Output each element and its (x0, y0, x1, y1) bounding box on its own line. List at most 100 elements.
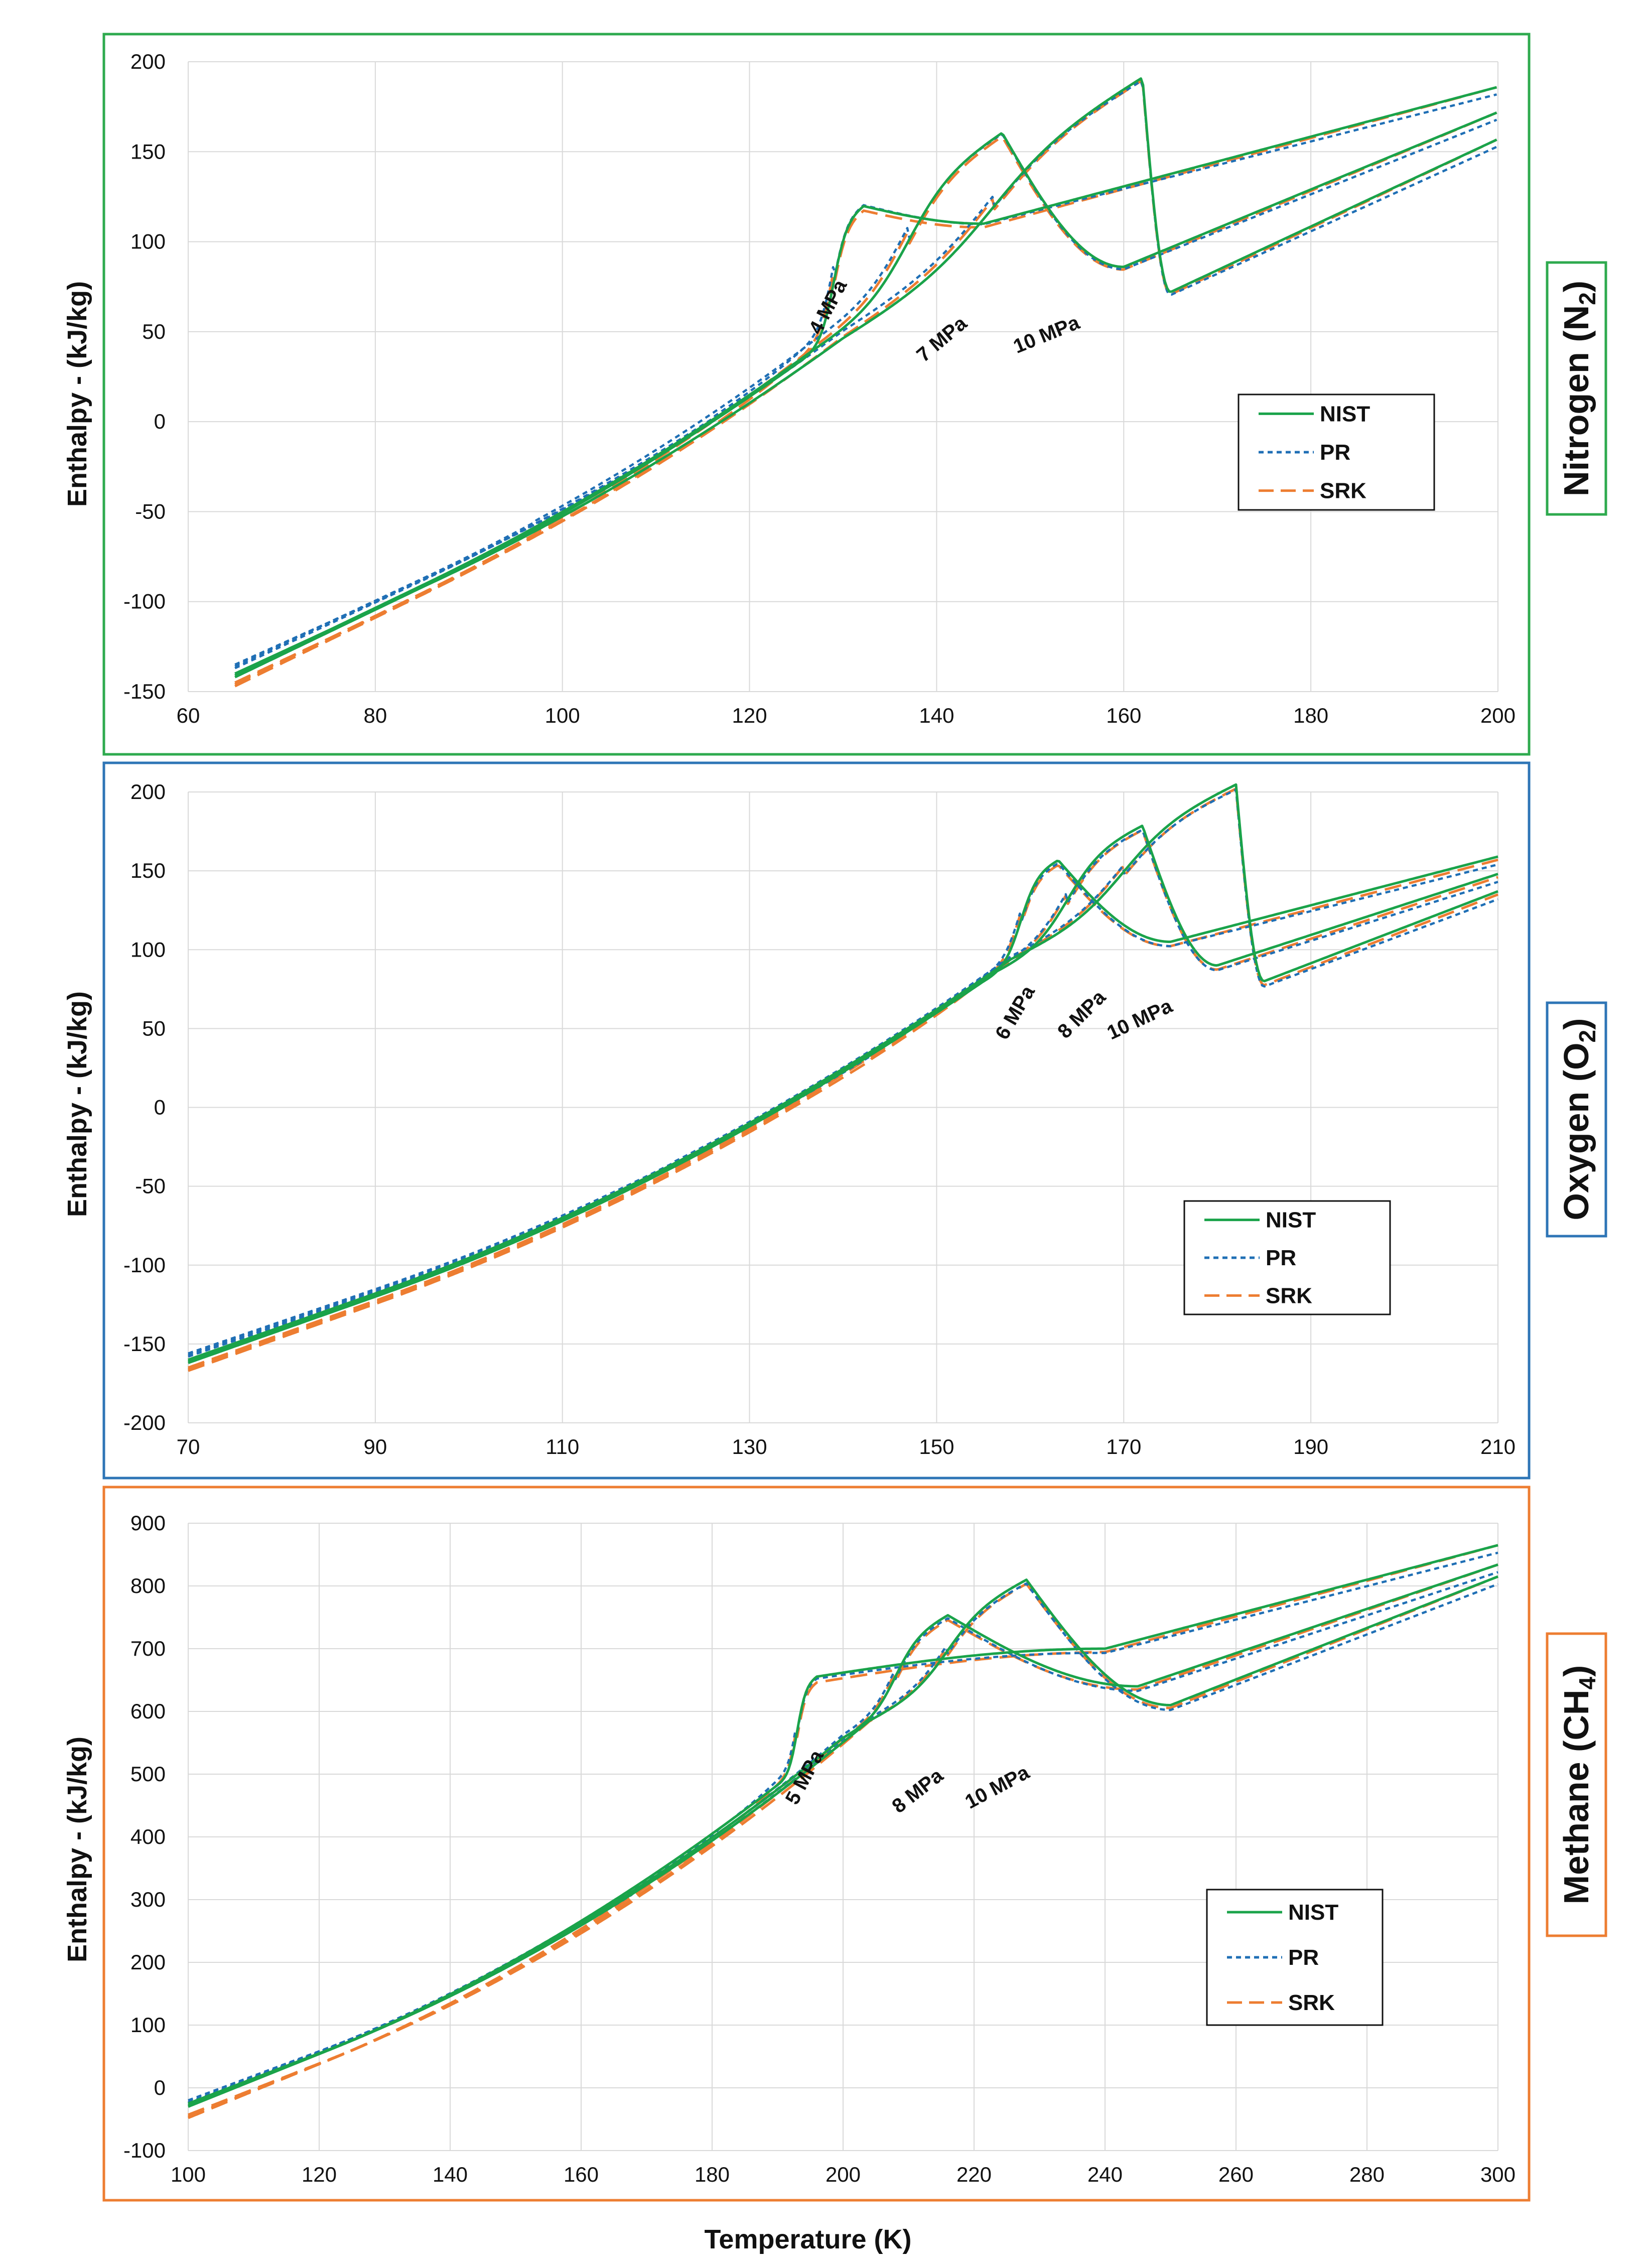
methane-y-tick-label: 900 (130, 1511, 166, 1535)
oxygen-frame (102, 761, 1531, 1480)
nitrogen-y-tick-label: 200 (130, 50, 166, 73)
oxygen-y-tick-label: -50 (135, 1174, 166, 1198)
nitrogen-x-ticks: 60 80 100 120 140 160 180 200 (177, 704, 1516, 727)
oxygen-nist-curve-6mpa (188, 855, 1498, 1364)
methane-y-tick-label: 0 (154, 2076, 166, 2099)
nitrogen-y-ticks: 200 150 100 50 0 -50 -100 -150 (123, 50, 166, 703)
nitrogen-srk-curve-10mpa (234, 80, 1497, 684)
oxygen-nist-curve-10mpa (188, 783, 1498, 1361)
oxygen-gas-label-box: Oxygen (O2) (1546, 1001, 1607, 1238)
methane-x-tick-label: 220 (956, 2163, 992, 2186)
oxygen-grid (188, 791, 1498, 1423)
oxygen-y-tick-label: 150 (130, 859, 166, 882)
methane-x-tick-label: 100 (171, 2163, 206, 2186)
oxygen-srk-curve-6mpa (188, 858, 1498, 1372)
nitrogen-y-tick-label: 0 (154, 410, 166, 433)
oxygen-y-ticks: 200 150 100 50 0 -50 -100 -150 -200 (123, 780, 166, 1434)
methane-y-axis-title: Enthalpy - (kJ/kg) (62, 1737, 92, 1962)
nitrogen-x-tick-label: 140 (919, 704, 954, 727)
oxygen-y-tick-label: -100 (123, 1253, 166, 1277)
methane-y-tick-label: 300 (130, 1888, 166, 1911)
oxygen-x-tick-label: 130 (732, 1435, 767, 1458)
methane-pr-curve-10mpa (188, 1582, 1498, 2102)
oxygen-legend-label-srk: SRK (1266, 1283, 1312, 1308)
oxygen-gas-label: Oxygen (O2) (1557, 1018, 1600, 1221)
nitrogen-y-tick-label: 50 (142, 320, 166, 343)
methane-y-tick-label: -100 (123, 2139, 166, 2162)
methane-nist-curve-10mpa (188, 1575, 1498, 2105)
nitrogen-pr-curve-10mpa (234, 80, 1497, 666)
methane-y-tick-label: 200 (130, 1950, 166, 1974)
x-axis-title: Temperature (K) (704, 2224, 911, 2254)
nitrogen-x-tick-label: 180 (1293, 704, 1328, 727)
oxygen-y-tick-label: 100 (130, 938, 166, 961)
methane-legend-label-pr: PR (1288, 1945, 1319, 1970)
oxygen-srk-curve-8mpa (188, 829, 1498, 1371)
nitrogen-legend-label-srk: SRK (1320, 479, 1366, 503)
oxygen-y-tick-label: -200 (123, 1411, 166, 1434)
nitrogen-panel: 60 80 100 120 140 160 180 200 200 150 100 50 0 -50 -1… (62, 33, 1607, 756)
nitrogen-pr-curve-7mpa (234, 118, 1497, 668)
nitrogen-x-tick-label: 60 (177, 704, 200, 727)
nitrogen-x-tick-label: 100 (545, 704, 580, 727)
methane-legend-label-srk: SRK (1288, 1990, 1335, 2015)
methane-x-tick-label: 180 (695, 2163, 730, 2186)
nitrogen-x-tick-label: 80 (363, 704, 387, 727)
methane-y-tick-label: 700 (130, 1637, 166, 1660)
methane-x-tick-label: 200 (826, 2163, 861, 2186)
methane-x-tick-label: 120 (302, 2163, 337, 2186)
oxygen-x-tick-label: 170 (1106, 1435, 1141, 1458)
oxygen-x-tick-label: 90 (363, 1435, 387, 1458)
methane-srk-curve-10mpa (188, 1575, 1498, 2116)
nitrogen-nist-curve-7mpa (234, 111, 1497, 677)
oxygen-y-axis-title: Enthalpy - (kJ/kg) (62, 991, 92, 1217)
methane-frame (102, 1486, 1531, 2202)
methane-y-tick-label: 500 (130, 1762, 166, 1786)
nitrogen-legend: NIST PR SRK (1238, 393, 1435, 511)
nitrogen-y-tick-label: -150 (123, 680, 166, 703)
oxygen-nist-curve-8mpa (188, 825, 1498, 1363)
oxygen-x-tick-label: 190 (1293, 1435, 1328, 1458)
methane-y-ticks: 900 800 700 600 500 400 300 200 100 0 -100 (123, 1511, 166, 2162)
oxygen-y-tick-label: 200 (130, 780, 166, 804)
methane-legend: NIST PR SRK (1206, 1889, 1384, 2026)
nitrogen-x-tick-label: 120 (732, 704, 767, 727)
oxygen-curves (188, 783, 1498, 1372)
nitrogen-nist-curve-10mpa (234, 77, 1497, 675)
nitrogen-gas-label-box: Nitrogen (N2) (1546, 261, 1607, 516)
nitrogen-x-tick-label: 200 (1480, 704, 1516, 727)
nitrogen-legend-label-nist: NIST (1320, 402, 1370, 426)
oxygen-y-tick-label: -150 (123, 1332, 166, 1356)
nitrogen-x-tick-label: 160 (1106, 704, 1141, 727)
oxygen-legend: NIST PR SRK (1183, 1200, 1391, 1315)
methane-y-tick-label: 400 (130, 1825, 166, 1848)
oxygen-legend-label-pr: PR (1266, 1246, 1296, 1270)
oxygen-x-tick-label: 110 (545, 1435, 579, 1458)
nitrogen-frame (102, 33, 1531, 756)
oxygen-panel: 70 90 110 130 150 170 190 210 200 150 100 50 0 -50 -1… (62, 761, 1607, 1480)
nitrogen-y-axis-title: Enthalpy - (kJ/kg) (62, 281, 92, 507)
oxygen-x-tick-label: 70 (177, 1435, 200, 1458)
oxygen-srk-curve-10mpa (188, 787, 1498, 1369)
oxygen-x-ticks: 70 90 110 130 150 170 190 210 (177, 1435, 1516, 1458)
oxygen-x-tick-label: 210 (1480, 1435, 1516, 1458)
methane-gas-label: Methane (CH4) (1557, 1665, 1600, 1905)
oxygen-y-tick-label: 0 (154, 1096, 166, 1119)
oxygen-legend-label-nist: NIST (1266, 1208, 1316, 1233)
nitrogen-y-tick-label: -100 (123, 590, 166, 613)
nitrogen-y-tick-label: -50 (135, 499, 166, 523)
methane-y-tick-label: 100 (130, 2013, 166, 2037)
methane-x-tick-label: 160 (564, 2163, 599, 2186)
nitrogen-grid (188, 61, 1498, 692)
methane-x-tick-label: 300 (1480, 2163, 1516, 2186)
methane-gas-label-box: Methane (CH4) (1546, 1632, 1607, 1937)
nitrogen-legend-label-pr: PR (1320, 440, 1350, 465)
methane-legend-label-nist: NIST (1288, 1900, 1338, 1925)
oxygen-x-tick-label: 150 (919, 1435, 954, 1458)
methane-x-tick-label: 280 (1349, 2163, 1385, 2186)
methane-curves (188, 1544, 1498, 2119)
methane-y-tick-label: 800 (130, 1574, 166, 1597)
nitrogen-gas-label: Nitrogen (N2) (1557, 281, 1600, 496)
nitrogen-y-tick-label: 100 (130, 230, 166, 253)
